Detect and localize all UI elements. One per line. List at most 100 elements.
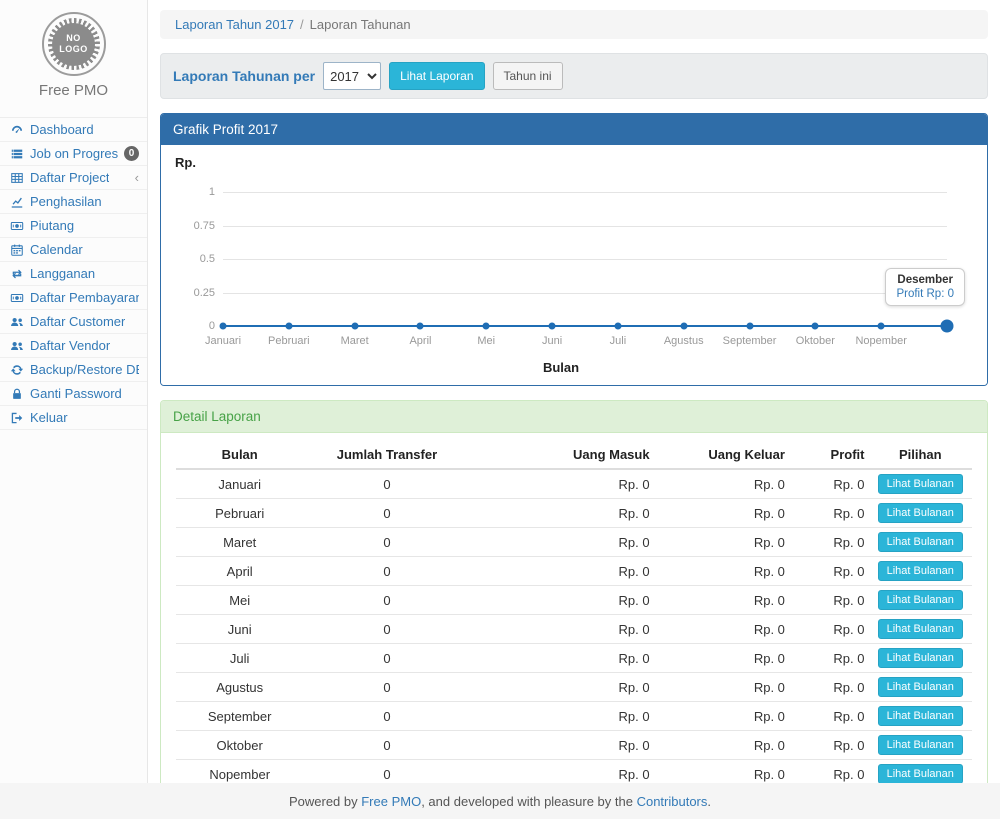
tahun-ini-button[interactable]: Tahun ini: [493, 62, 563, 90]
sign-out-icon: [9, 410, 24, 425]
cell-pilihan: Lihat Bulanan: [869, 644, 973, 673]
table-row-maret: Maret0Rp. 0Rp. 0Rp. 0Lihat Bulanan: [176, 528, 972, 557]
sidebar-item-label: Langganan: [30, 266, 95, 281]
cell-profit: Rp. 0: [789, 731, 869, 760]
cell-pilihan: Lihat Bulanan: [869, 557, 973, 586]
lihat-bulanan-button[interactable]: Lihat Bulanan: [878, 590, 963, 610]
sidebar-item-penghasilan[interactable]: Penghasilan: [0, 190, 147, 214]
sidebar-item-daftar-project[interactable]: Daftar Project‹: [0, 166, 147, 190]
sidebar-item-langganan[interactable]: Langganan: [0, 262, 147, 286]
sidebar-item-job-on-progress[interactable]: Job on Progress0: [0, 142, 147, 166]
sidebar-item-piutang[interactable]: Piutang: [0, 214, 147, 238]
sidebar-item-label: Daftar Customer: [30, 314, 125, 329]
lihat-laporan-button[interactable]: Lihat Laporan: [389, 62, 484, 90]
chart-point-juli[interactable]: [614, 323, 621, 330]
lihat-bulanan-button[interactable]: Lihat Bulanan: [878, 561, 963, 581]
sidebar-item-daftar-customer[interactable]: Daftar Customer: [0, 310, 147, 334]
cell-jumlah-transfer: 0: [303, 469, 470, 499]
chart-panel-title: Grafik Profit 2017: [161, 114, 987, 145]
y-tick-label: 0: [175, 320, 215, 332]
table-row-juni: Juni0Rp. 0Rp. 0Rp. 0Lihat Bulanan: [176, 615, 972, 644]
cell-profit: Rp. 0: [789, 673, 869, 702]
free-pmo-link[interactable]: Free PMO: [361, 794, 421, 809]
lihat-bulanan-button[interactable]: Lihat Bulanan: [878, 706, 963, 726]
chart-point-januari[interactable]: [220, 323, 227, 330]
gridline: [223, 293, 947, 294]
cell-uang-masuk: Rp. 0: [471, 702, 654, 731]
cell-uang-keluar: Rp. 0: [654, 731, 789, 760]
cell-uang-masuk: Rp. 0: [471, 615, 654, 644]
table-row-mei: Mei0Rp. 0Rp. 0Rp. 0Lihat Bulanan: [176, 586, 972, 615]
cell-pilihan: Lihat Bulanan: [869, 586, 973, 615]
gridline: [223, 259, 947, 260]
lock-icon: [9, 386, 24, 401]
cell-jumlah-transfer: 0: [303, 586, 470, 615]
cell-pilihan: Lihat Bulanan: [869, 702, 973, 731]
contributors-link[interactable]: Contributors: [637, 794, 708, 809]
lihat-bulanan-button[interactable]: Lihat Bulanan: [878, 648, 963, 668]
sidebar-item-daftar-vendor[interactable]: Daftar Vendor: [0, 334, 147, 358]
cell-bulan: Pebruari: [176, 499, 303, 528]
logo-line1: NO: [66, 33, 81, 44]
cell-uang-masuk: Rp. 0: [471, 644, 654, 673]
breadcrumb-parent-link[interactable]: Laporan Tahun 2017: [175, 17, 294, 32]
chart-point-oktober[interactable]: [812, 323, 819, 330]
sidebar-item-calendar[interactable]: Calendar: [0, 238, 147, 262]
chart-point-september[interactable]: [746, 323, 753, 330]
chart-point-desember[interactable]: [941, 320, 954, 333]
cell-uang-masuk: Rp. 0: [471, 557, 654, 586]
chart-point-juni[interactable]: [549, 323, 556, 330]
lihat-bulanan-button[interactable]: Lihat Bulanan: [878, 735, 963, 755]
chart-point-mei[interactable]: [483, 323, 490, 330]
cell-uang-keluar: Rp. 0: [654, 586, 789, 615]
sidebar-item-keluar[interactable]: Keluar: [0, 406, 147, 430]
breadcrumb-separator: /: [300, 17, 304, 32]
table-icon: [9, 170, 24, 185]
sidebar-item-label: Dashboard: [30, 122, 94, 137]
cell-bulan: Oktober: [176, 731, 303, 760]
lihat-bulanan-button[interactable]: Lihat Bulanan: [878, 619, 963, 639]
lihat-bulanan-button[interactable]: Lihat Bulanan: [878, 474, 963, 494]
cell-jumlah-transfer: 0: [303, 528, 470, 557]
chart-point-april[interactable]: [417, 323, 424, 330]
sidebar-item-label: Piutang: [30, 218, 74, 233]
sidebar-menu: Dashboard Job on Progress0Daftar Project‹…: [0, 117, 147, 430]
money-icon: [9, 218, 24, 233]
chart-point-agustus[interactable]: [680, 323, 687, 330]
cell-jumlah-transfer: 0: [303, 499, 470, 528]
sidebar-item-ganti-password[interactable]: Ganti Password: [0, 382, 147, 406]
chart-body: Rp. Desember Profit Rp: 0 10.750.50.250J…: [161, 145, 987, 385]
tooltip-value: Profit Rp: 0: [896, 288, 954, 300]
sidebar-item-label: Calendar: [30, 242, 83, 257]
sidebar-item-dashboard[interactable]: Dashboard: [0, 118, 147, 142]
calendar-icon: [9, 242, 24, 257]
cell-pilihan: Lihat Bulanan: [869, 499, 973, 528]
users-icon: [9, 338, 24, 353]
cell-bulan: Januari: [176, 469, 303, 499]
cell-bulan: Juli: [176, 644, 303, 673]
cell-uang-keluar: Rp. 0: [654, 760, 789, 784]
y-axis-title: Rp.: [175, 155, 947, 170]
cell-pilihan: Lihat Bulanan: [869, 673, 973, 702]
footer: Powered by Free PMO, and developed with …: [0, 783, 1000, 819]
sidebar-item-backup-restore-db[interactable]: Backup/Restore DB: [0, 358, 147, 382]
detail-table: BulanJumlah TransferUang MasukUang Kelua…: [176, 441, 972, 783]
chart-point-maret[interactable]: [351, 323, 358, 330]
x-tick-label: Agustus: [664, 335, 704, 347]
chart-point-nopember[interactable]: [878, 323, 885, 330]
x-tick-label: Pebruari: [268, 335, 310, 347]
sidebar-item-daftar-pembayaran[interactable]: Daftar Pembayaran: [0, 286, 147, 310]
cell-uang-keluar: Rp. 0: [654, 557, 789, 586]
lihat-bulanan-button[interactable]: Lihat Bulanan: [878, 764, 963, 783]
cell-uang-keluar: Rp. 0: [654, 615, 789, 644]
lihat-bulanan-button[interactable]: Lihat Bulanan: [878, 503, 963, 523]
filter-bar: Laporan Tahunan per 2017 Lihat Laporan T…: [160, 53, 988, 99]
year-select[interactable]: 2017: [323, 62, 381, 90]
column-header-pilihan: Pilihan: [869, 441, 973, 469]
profit-chart-panel: Grafik Profit 2017 Rp. Desember Profit R…: [160, 113, 988, 386]
lihat-bulanan-button[interactable]: Lihat Bulanan: [878, 532, 963, 552]
chart-point-pebruari[interactable]: [285, 323, 292, 330]
lihat-bulanan-button[interactable]: Lihat Bulanan: [878, 677, 963, 697]
table-row-agustus: Agustus0Rp. 0Rp. 0Rp. 0Lihat Bulanan: [176, 673, 972, 702]
column-header-bulan: Bulan: [176, 441, 303, 469]
